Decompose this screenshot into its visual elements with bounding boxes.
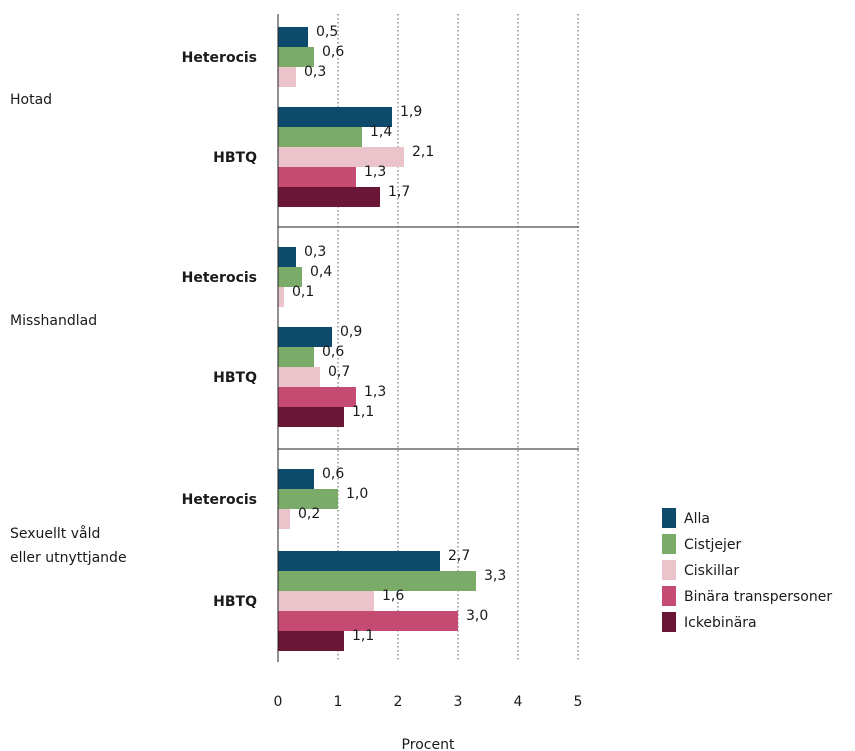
value-label-sexuellt-v-ld-heterocis-cistjejer: 1,0 xyxy=(346,486,368,502)
bar-misshandlad-heterocis-cistjejer xyxy=(278,267,302,287)
x-tick-label-5: 5 xyxy=(574,694,583,710)
x-tick-label-1: 1 xyxy=(334,694,343,710)
legend-label-cistjejer: Cistjejer xyxy=(684,537,741,553)
value-label-misshandlad-hbtq-ciskillar: 0,7 xyxy=(328,364,350,380)
axis: 0 1 2 3 4 5 xyxy=(274,14,583,710)
group-label-heterocis: Heterocis xyxy=(182,50,257,66)
legend-swatch-cistjejer xyxy=(662,534,676,554)
value-label-misshandlad-hbtq-bin-ra-transpersoner: 1,3 xyxy=(364,384,386,400)
value-label-misshandlad-hbtq-ickebin-ra: 1,1 xyxy=(352,404,374,420)
bar-hotad-hbtq-ickebin-ra xyxy=(278,187,380,207)
bar-sexuellt-v-ld-hbtq-ickebin-ra xyxy=(278,631,344,651)
x-tick-label-4: 4 xyxy=(514,694,523,710)
x-axis-title: Procent xyxy=(402,737,455,751)
value-label-sexuellt-v-ld-heterocis-alla: 0,6 xyxy=(322,466,344,482)
bar-misshandlad-hbtq-ciskillar xyxy=(278,367,320,387)
value-label-sexuellt-v-ld-hbtq-ciskillar: 1,6 xyxy=(382,588,404,604)
group-label-hbtq: HBTQ xyxy=(213,150,257,166)
value-label-misshandlad-heterocis-alla: 0,3 xyxy=(304,244,326,260)
value-label-sexuellt-v-ld-hbtq-ickebin-ra: 1,1 xyxy=(352,628,374,644)
group-label-hbtq: HBTQ xyxy=(213,594,257,610)
legend-swatch-ickebin-ra xyxy=(662,612,676,632)
value-label-hotad-hbtq-cistjejer: 1,4 xyxy=(370,124,392,140)
bar-sexuellt-v-ld-hbtq-cistjejer xyxy=(278,571,476,591)
bar-misshandlad-heterocis-ciskillar xyxy=(278,287,284,307)
group-label-heterocis: Heterocis xyxy=(182,270,257,286)
bar-sexuellt-v-ld-hbtq-ciskillar xyxy=(278,591,374,611)
category-label-sexuellt-v-ld-line-1: Sexuellt våld xyxy=(10,525,100,542)
bar-sexuellt-v-ld-hbtq-bin-ra-transpersoner xyxy=(278,611,458,631)
legend-swatch-ciskillar xyxy=(662,560,676,580)
bar-sexuellt-v-ld-heterocis-alla xyxy=(278,469,314,489)
bar-sexuellt-v-ld-heterocis-ciskillar xyxy=(278,509,290,529)
bar-sexuellt-v-ld-heterocis-cistjejer xyxy=(278,489,338,509)
value-label-sexuellt-v-ld-hbtq-cistjejer: 3,3 xyxy=(484,568,506,584)
bar-hotad-hbtq-bin-ra-transpersoner xyxy=(278,167,356,187)
bar-hotad-heterocis-alla xyxy=(278,27,308,47)
value-label-hotad-heterocis-alla: 0,5 xyxy=(316,24,338,40)
legend-swatch-bin-ra-transpersoner xyxy=(662,586,676,606)
x-tick-label-2: 2 xyxy=(394,694,403,710)
group-label-heterocis: Heterocis xyxy=(182,492,257,508)
value-label-hotad-hbtq-ickebin-ra: 1,7 xyxy=(388,184,410,200)
value-label-hotad-heterocis-cistjejer: 0,6 xyxy=(322,44,344,60)
bar-sexuellt-v-ld-hbtq-alla xyxy=(278,551,440,571)
value-label-misshandlad-hbtq-cistjejer: 0,6 xyxy=(322,344,344,360)
category-label-hotad: Hotad xyxy=(10,92,52,108)
value-label-sexuellt-v-ld-hbtq-bin-ra-transpersoner: 3,0 xyxy=(466,608,488,624)
value-label-sexuellt-v-ld-hbtq-alla: 2,7 xyxy=(448,548,470,564)
x-tick-label-0: 0 xyxy=(274,694,283,710)
bar-hotad-heterocis-ciskillar xyxy=(278,67,296,87)
bar-misshandlad-heterocis-alla xyxy=(278,247,296,267)
value-label-hotad-heterocis-ciskillar: 0,3 xyxy=(304,64,326,80)
category-label-sexuellt-v-ld-line-2: eller utnyttjande xyxy=(10,550,127,566)
bar-hotad-hbtq-cistjejer xyxy=(278,127,362,147)
bar-misshandlad-hbtq-cistjejer xyxy=(278,347,314,367)
value-label-misshandlad-heterocis-cistjejer: 0,4 xyxy=(310,264,332,280)
labels: HotadHeterocis0,50,60,3HBTQ1,91,42,11,31… xyxy=(10,24,506,644)
value-label-hotad-hbtq-alla: 1,9 xyxy=(400,104,422,120)
legend-swatch-alla xyxy=(662,508,676,528)
bar-hotad-hbtq-ciskillar xyxy=(278,147,404,167)
legend-label-ickebin-ra: Ickebinära xyxy=(684,615,757,631)
value-label-misshandlad-heterocis-ciskillar: 0,1 xyxy=(292,284,314,300)
value-label-hotad-hbtq-ciskillar: 2,1 xyxy=(412,144,434,160)
value-label-misshandlad-hbtq-alla: 0,9 xyxy=(340,324,362,340)
bar-misshandlad-hbtq-bin-ra-transpersoner xyxy=(278,387,356,407)
legend: Alla Cistjejer Ciskillar Binära transperson… xyxy=(662,508,832,632)
value-label-hotad-hbtq-bin-ra-transpersoner: 1,3 xyxy=(364,164,386,180)
x-tick-label-3: 3 xyxy=(454,694,463,710)
bar-hotad-hbtq-alla xyxy=(278,107,392,127)
bar-misshandlad-hbtq-alla xyxy=(278,327,332,347)
bar-hotad-heterocis-cistjejer xyxy=(278,47,314,67)
legend-label-bin-ra-transpersoner: Binära transpersoner xyxy=(684,589,832,605)
value-label-sexuellt-v-ld-heterocis-ciskillar: 0,2 xyxy=(298,506,320,522)
group-label-hbtq: HBTQ xyxy=(213,370,257,386)
legend-label-ciskillar: Ciskillar xyxy=(684,563,739,579)
category-label-misshandlad: Misshandlad xyxy=(10,313,97,329)
legend-label-alla: Alla xyxy=(684,511,710,527)
bar-misshandlad-hbtq-ickebin-ra xyxy=(278,407,344,427)
bars xyxy=(278,27,476,651)
